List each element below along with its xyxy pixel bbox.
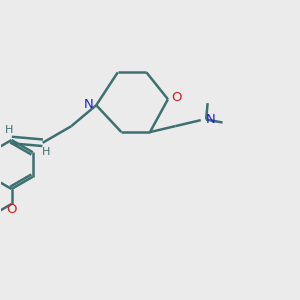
Text: O: O: [7, 203, 17, 216]
Text: N: N: [84, 98, 94, 111]
Text: N: N: [206, 113, 216, 126]
Text: H: H: [4, 125, 13, 136]
Text: O: O: [171, 91, 181, 104]
Text: H: H: [41, 147, 50, 157]
